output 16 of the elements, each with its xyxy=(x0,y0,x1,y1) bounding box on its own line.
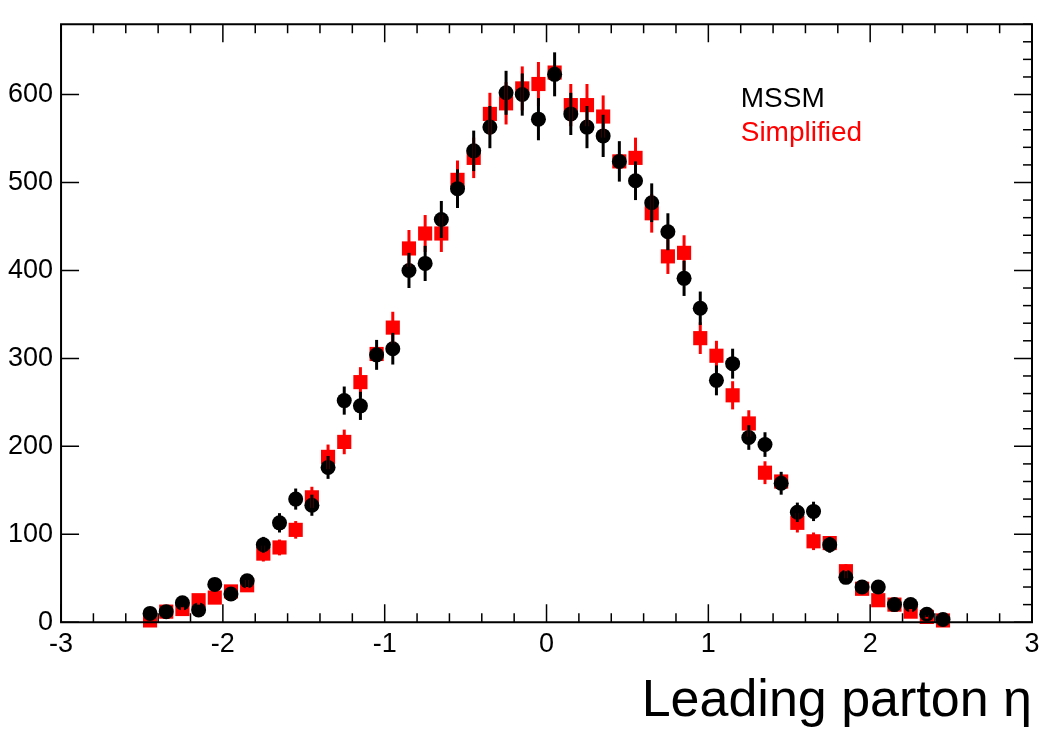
text: Simplified xyxy=(740,115,863,147)
y-tick-label: 500 xyxy=(7,165,54,196)
x-tick-label: 1 xyxy=(700,627,716,658)
x-tick-label: -2 xyxy=(210,627,235,658)
y-tick-label: 0 xyxy=(38,605,54,636)
y-tick-label: 300 xyxy=(7,341,54,372)
y-tick-label: 100 xyxy=(7,517,54,548)
x-tick-label: 0 xyxy=(539,627,555,658)
x-axis-title: Leading parton η xyxy=(641,669,1032,728)
x-tick-label: 2 xyxy=(862,627,878,658)
text: MSSM xyxy=(740,81,825,113)
x-tick-label: 3 xyxy=(1024,627,1040,658)
y-tick-label: 200 xyxy=(7,429,54,460)
y-tick-label: 600 xyxy=(7,78,54,109)
x-tick-label: -1 xyxy=(372,627,397,658)
y-tick-label: 400 xyxy=(7,253,54,284)
